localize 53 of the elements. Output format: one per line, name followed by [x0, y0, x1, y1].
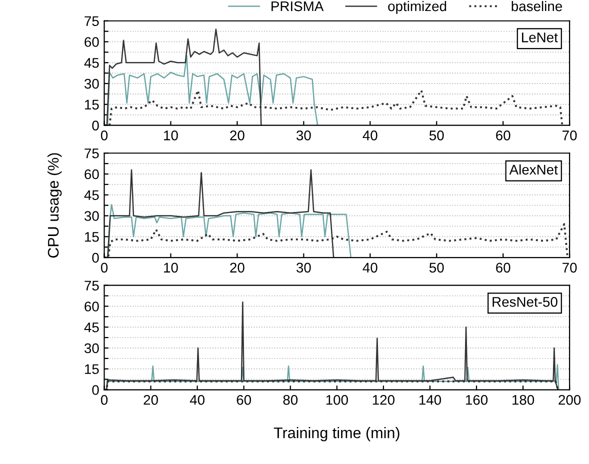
x-tick-label: 0	[100, 394, 108, 405]
x-tick-label: 180	[512, 394, 534, 405]
annotation: LeNet	[522, 32, 558, 42]
x-tick-label: 30	[296, 262, 311, 273]
y-tick-label: 45	[84, 322, 99, 332]
y-tick-label: 15	[85, 100, 99, 110]
legend-label: baseline	[512, 0, 562, 12]
y-tick-label: 0	[92, 385, 99, 395]
x-tick-label: 50	[429, 130, 444, 140]
y-tick-label: 45	[84, 190, 99, 200]
y-tick-label: 15	[85, 364, 99, 374]
y-tick-label: 60	[84, 37, 99, 47]
x-tick-label: 160	[466, 394, 488, 405]
annotation: ResNet-50	[492, 297, 558, 307]
legend-label: PRISMA	[272, 1, 324, 12]
x-tick-label: 20	[144, 394, 158, 405]
x-tick-label: 30	[296, 130, 311, 140]
annotation: AlexNet	[509, 164, 558, 175]
x-tick-label: 200	[558, 394, 581, 405]
y-tick-label: 45	[84, 58, 99, 68]
x-tick-label: 50	[429, 262, 444, 273]
y-tick-label: 30	[84, 78, 99, 89]
x-tick-label: 0	[100, 262, 108, 273]
x-tick-label: 40	[362, 130, 378, 140]
y-axis-title: CPU usage (%)	[47, 153, 62, 258]
x-tick-label: 60	[236, 394, 252, 405]
x-tick-label: 0	[100, 130, 108, 140]
legend-label: optimized	[388, 0, 446, 14]
x-tick-label: 70	[562, 130, 577, 140]
x-tick-label: 40	[190, 394, 204, 405]
y-tick-label: 75	[84, 280, 99, 291]
x-tick-label: 140	[419, 394, 442, 405]
x-tick-label: 120	[372, 394, 394, 405]
x-tick-label: 70	[562, 262, 577, 273]
x-tick-label: 40	[362, 262, 378, 273]
y-tick-label: 75	[84, 16, 99, 26]
x-axis-title: Training time (min)	[274, 427, 400, 442]
y-tick-label: 0	[92, 120, 99, 130]
x-tick-label: 20	[230, 262, 244, 273]
x-tick-label: 10	[164, 130, 178, 140]
x-tick-label: 80	[283, 394, 298, 405]
x-tick-label: 60	[496, 130, 510, 140]
y-tick-label: 60	[84, 302, 99, 312]
y-tick-label: 30	[84, 343, 99, 354]
y-tick-label: 60	[84, 169, 99, 180]
x-tick-label: 100	[326, 394, 348, 405]
y-tick-label: 75	[84, 148, 99, 158]
x-tick-label: 20	[230, 130, 244, 140]
y-tick-label: 0	[92, 252, 99, 263]
x-tick-label: 60	[496, 262, 510, 273]
y-tick-label: 15	[85, 232, 99, 242]
x-tick-label: 10	[164, 262, 178, 273]
y-tick-label: 30	[84, 211, 99, 221]
